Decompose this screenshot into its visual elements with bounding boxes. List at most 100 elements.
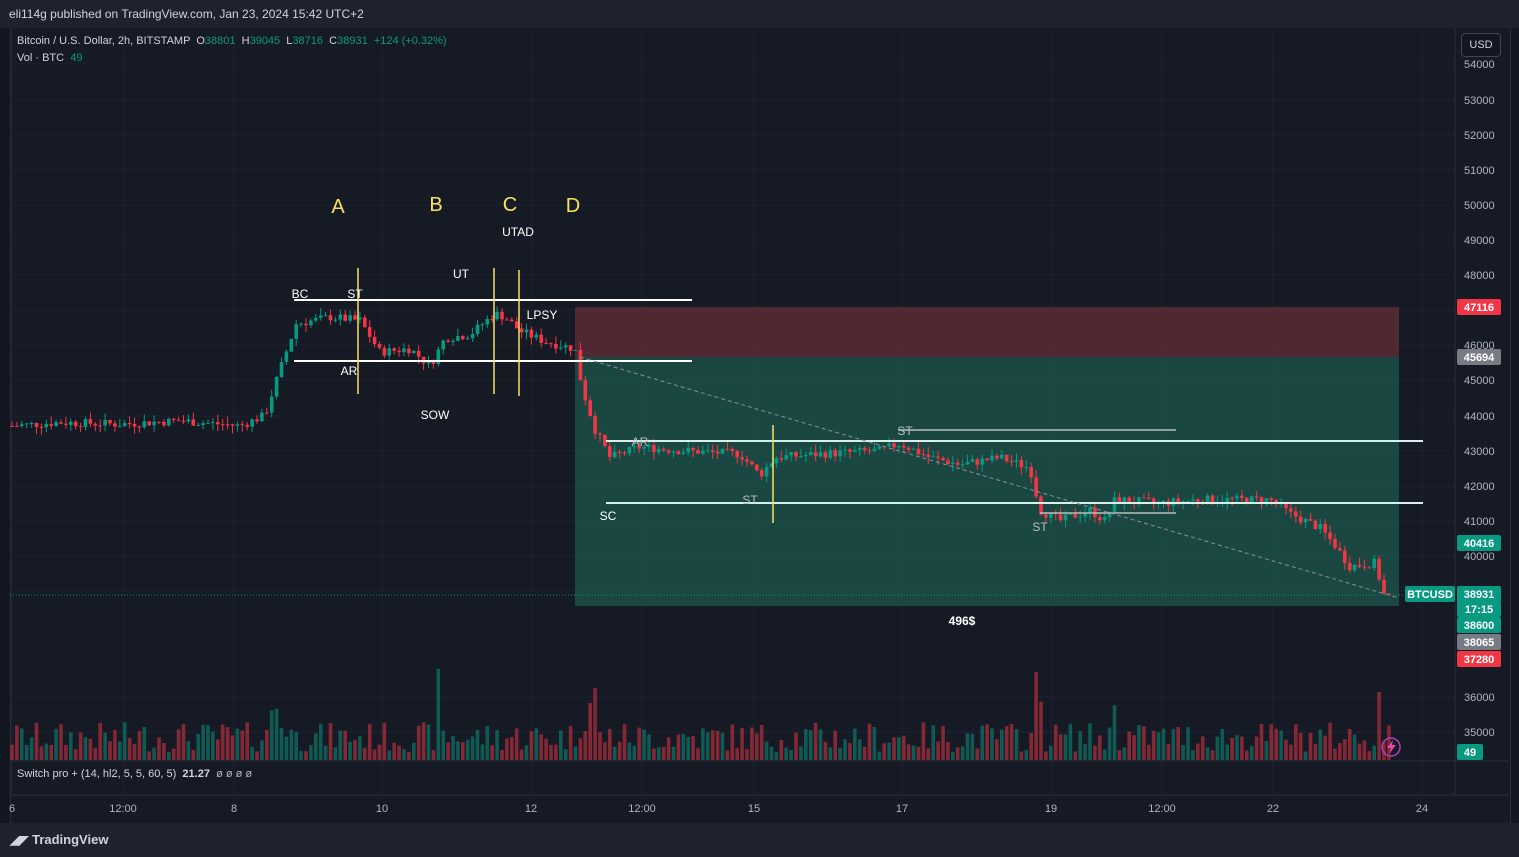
volume-bar [1323, 735, 1327, 760]
volume-bar [495, 730, 499, 760]
volume-bar [1068, 723, 1073, 760]
candle [377, 341, 382, 350]
stop-loss-zone[interactable] [575, 307, 1399, 357]
volume-bar [1019, 751, 1024, 760]
candle [534, 331, 539, 341]
candle [1225, 491, 1229, 510]
candle [1181, 500, 1185, 510]
candle [176, 416, 181, 421]
volume-bar [181, 724, 186, 760]
candle [1029, 462, 1033, 484]
candle [715, 444, 720, 460]
symbol-legend[interactable]: Bitcoin / U.S. Dollar, 2h, BITSTAMP O388… [17, 35, 447, 47]
volume-bar [1176, 727, 1180, 760]
candle [588, 396, 592, 417]
candle [1318, 518, 1323, 534]
time-tick-3: 10 [376, 803, 388, 815]
volume-bar [568, 725, 573, 760]
volume-bar [877, 751, 882, 760]
candle [1102, 513, 1107, 523]
candle [191, 412, 196, 427]
volume-legend[interactable]: Vol · BTC 49 [17, 52, 82, 64]
candle [975, 457, 980, 471]
candle [113, 420, 117, 432]
candle [921, 448, 926, 457]
candle [485, 315, 490, 328]
candle [1284, 503, 1288, 515]
svg-text:38065: 38065 [1464, 637, 1495, 649]
volume-bar [715, 730, 720, 760]
dashed-trendline[interactable] [579, 356, 1400, 599]
candle [686, 440, 690, 456]
volume-bar [1205, 747, 1210, 760]
volume-bar [661, 747, 666, 760]
tradingview-logo[interactable]: ◢◤ TradingView [10, 832, 108, 847]
profit-label: 496$ [949, 614, 976, 628]
volume-bar [1044, 751, 1048, 760]
candle [514, 317, 519, 329]
volume-bar [990, 728, 994, 760]
phase-label-c: C [503, 194, 517, 216]
candle [1367, 565, 1372, 569]
candle [1343, 545, 1347, 570]
label-st-3: ST [897, 424, 913, 438]
candle [965, 454, 970, 465]
volume-bar [1235, 735, 1239, 760]
candle [220, 418, 225, 431]
candle [475, 319, 480, 337]
volume-bar [769, 746, 774, 760]
currency-button[interactable]: USD [1461, 33, 1501, 57]
candle [206, 419, 210, 425]
volume-bar [911, 745, 916, 760]
candle [598, 431, 602, 442]
volume-bar [887, 742, 891, 760]
volume-bar [745, 749, 749, 760]
candle [990, 449, 994, 464]
label-utad: UTAD [502, 225, 534, 239]
candle [1024, 459, 1029, 473]
volume-bar [382, 722, 387, 760]
volume-bar [1127, 731, 1131, 760]
take-profit-zone[interactable] [575, 357, 1399, 606]
volume-bar [608, 728, 612, 760]
volume-bar [657, 747, 661, 760]
lightning-icon[interactable] [1381, 737, 1401, 757]
candle [73, 420, 78, 430]
candle [725, 441, 730, 452]
volume-bar [1053, 724, 1058, 760]
candle [88, 412, 93, 428]
candle [397, 346, 401, 357]
time-tick-2: 8 [231, 803, 237, 815]
volume-bar [485, 726, 490, 760]
volume-bar [823, 741, 828, 760]
candle [250, 418, 254, 433]
label-bc: BC [292, 287, 309, 301]
candle [1009, 454, 1014, 467]
volume-bar [1333, 748, 1337, 760]
volume-bar [955, 747, 960, 760]
time-tick-10: 22 [1267, 803, 1279, 815]
volume-bar [1225, 744, 1229, 760]
candle [671, 450, 676, 458]
indicator-legend[interactable]: Switch pro + (14, hl2, 5, 5, 60, 5) 21.2… [17, 768, 252, 780]
candle [1000, 450, 1004, 460]
volume-bar [514, 728, 519, 760]
candle [539, 328, 543, 348]
volume-bar [1352, 734, 1357, 760]
volume-bar [1298, 732, 1303, 760]
candle [554, 336, 558, 354]
volume-bar [1058, 734, 1063, 760]
volume-bar [1181, 744, 1185, 760]
candle [887, 437, 891, 448]
volume-bar [965, 733, 970, 760]
svg-text:40416: 40416 [1464, 538, 1495, 550]
volume-bar [108, 741, 112, 760]
candle [931, 451, 935, 458]
candle [314, 314, 318, 323]
candle [603, 434, 607, 448]
volume-bar [1240, 736, 1244, 760]
candle [872, 441, 877, 452]
svg-text:38931: 38931 [1464, 589, 1495, 601]
volume-bar [872, 727, 877, 760]
